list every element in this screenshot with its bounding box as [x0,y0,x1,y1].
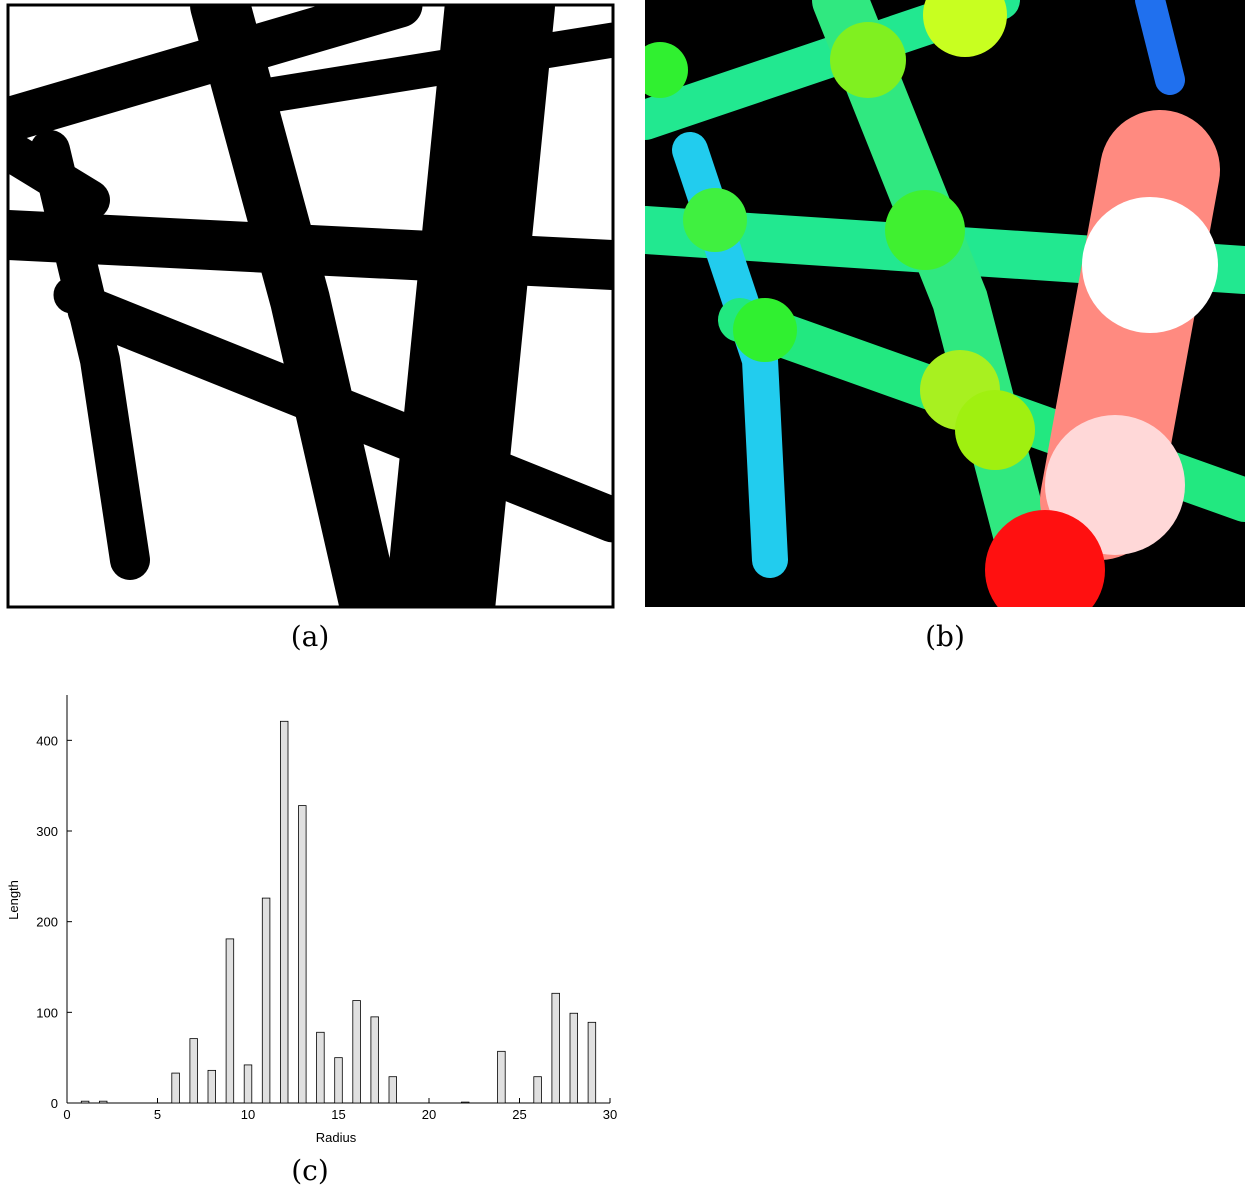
caption: (b) [925,620,965,653]
bar [335,1058,343,1103]
bar [353,1001,361,1103]
bar [262,898,270,1103]
bar [552,993,560,1103]
bar [588,1022,596,1103]
x-tick-label: 30 [603,1107,617,1122]
bar [570,1013,578,1103]
bar [498,1051,506,1103]
bar [81,1101,89,1103]
y-axis-label: Length [6,880,21,920]
bar [99,1101,107,1103]
y-tick-label: 200 [36,915,58,930]
binary-image [8,5,613,607]
caption: (c) [291,1154,329,1187]
bar [226,939,234,1103]
radius-image [632,0,1245,630]
x-tick-label: 0 [63,1107,70,1122]
x-tick-label: 10 [241,1107,255,1122]
x-tick-label: 5 [154,1107,161,1122]
bar [190,1039,198,1103]
x-axis-label: Radius [316,1130,357,1145]
x-tick-label: 20 [422,1107,436,1122]
y-tick-label: 100 [36,1005,58,1020]
bar [280,721,288,1103]
bar [317,1032,325,1103]
bar [244,1065,252,1103]
bar [172,1073,180,1103]
bar [298,806,306,1103]
x-tick-label: 25 [512,1107,526,1122]
bar [389,1077,397,1103]
page: (a) (b) (c) Radius Length 0 100 200 300 400 0… [0,0,1245,1189]
bar [534,1077,542,1103]
bar [371,1017,379,1103]
bar [461,1102,469,1103]
y-tick-label: 400 [36,733,58,748]
y-tick-label: 0 [51,1096,58,1111]
figure: (a) (b) (c) Radius Length 0 100 200 300 400 0… [0,0,1245,1189]
x-tick-label: 15 [331,1107,345,1122]
bar [208,1070,216,1103]
caption: (a) [291,620,330,653]
y-tick-label: 300 [36,824,58,839]
